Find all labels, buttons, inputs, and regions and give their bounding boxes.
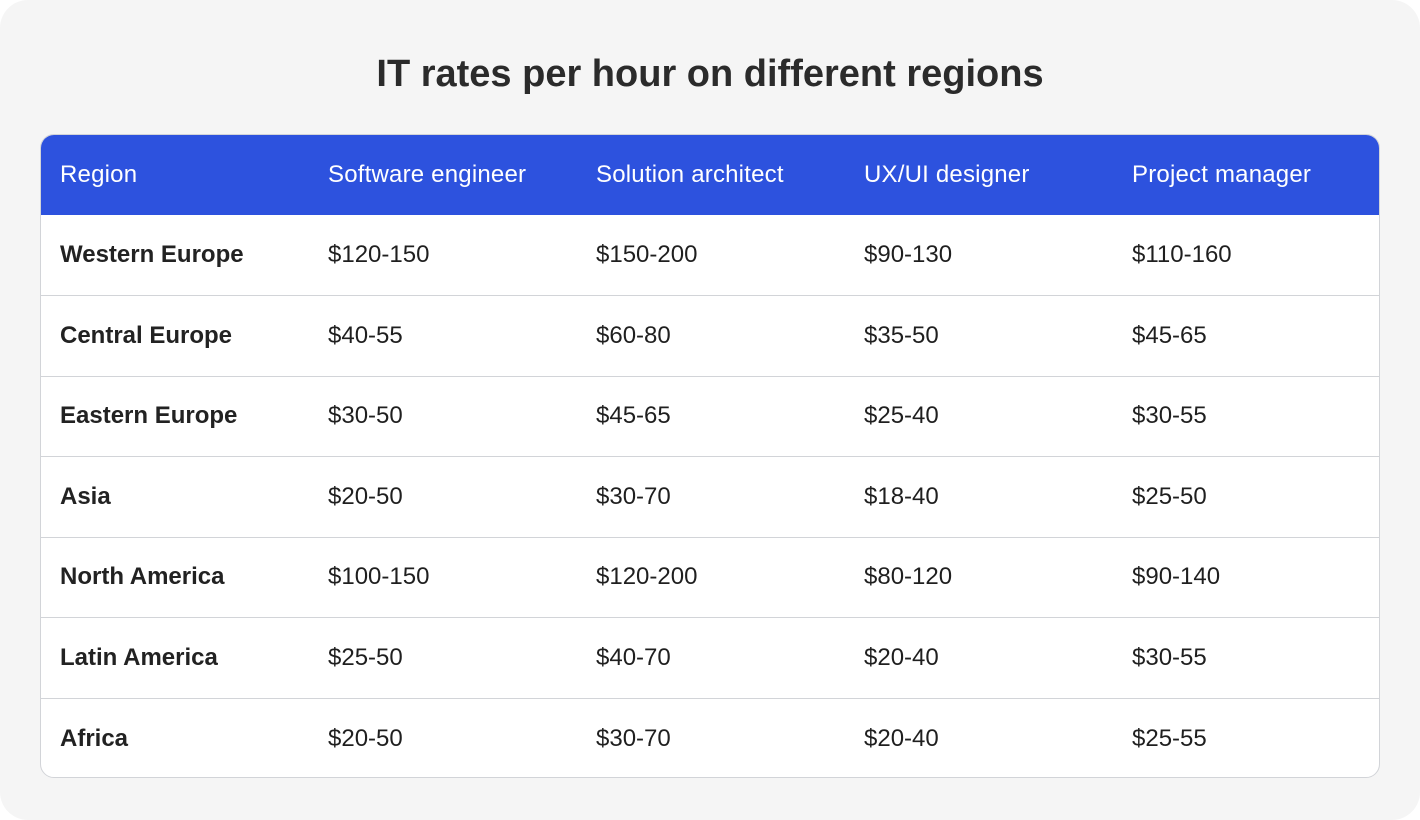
rate-cell: $25-40 [845, 375, 1113, 457]
header-cell-ux-ui-designer: UX/UI designer [864, 161, 1030, 188]
table-row: Central Europe $40-55 $60-80 $35-50 $45-… [41, 295, 1379, 376]
rate-cell: $110-160 [1132, 241, 1232, 268]
header-cell-project-manager: Project manager [1132, 161, 1312, 188]
rate-cell: $150-200 [596, 241, 698, 268]
table-row: Eastern Europe $30-50 $45-65 $25-40 $30-… [41, 375, 1379, 457]
table-row: Latin America $25-50 $40-70 $20-40 $30-5… [41, 617, 1379, 698]
rate-cell: $18-40 [845, 456, 1113, 537]
rate-cell: $20-50 [309, 697, 577, 777]
rate-cell: $40-55 [309, 295, 577, 376]
rate-cell: $20-40 [845, 697, 1113, 777]
table-row: Asia $20-50 $30-70 $18-40 $25-50 [41, 456, 1379, 537]
region-cell: Eastern Europe [41, 375, 309, 457]
rate-cell: $120-150 [328, 241, 430, 268]
rate-cell: $30-70 [577, 456, 845, 537]
region-cell: Africa [41, 697, 309, 777]
rate-cell: $30-70 [577, 697, 845, 777]
table-row: North America $100-150 $120-200 $80-120 … [41, 536, 1379, 618]
rate-cell: $120-200 [577, 536, 845, 618]
rate-cell: $40-70 [577, 617, 845, 698]
rate-cell: $30-55 [1113, 375, 1379, 457]
region-cell: Latin America [41, 617, 309, 698]
region-cell: Western Europe [60, 241, 244, 268]
rate-cell: $60-80 [577, 295, 845, 376]
rate-cell: $25-55 [1113, 697, 1379, 777]
region-cell: Asia [41, 456, 309, 537]
header-cell-solution-architect: Solution architect [596, 161, 784, 188]
rate-cell: $30-55 [1113, 617, 1379, 698]
header-row: Region Software engineer Solution archit… [41, 135, 1379, 215]
rate-cell: $20-40 [845, 617, 1113, 698]
table-header: Region Software engineer Solution archit… [41, 135, 1379, 215]
header-cell-software-engineer: Software engineer [328, 161, 527, 188]
rate-cell: $25-50 [309, 617, 577, 698]
rate-cell: $45-65 [1113, 295, 1379, 376]
rates-table-container: Region Software engineer Solution archit… [40, 134, 1380, 778]
chart-title: IT rates per hour on different regions [376, 53, 1044, 95]
rate-cell: $30-50 [309, 375, 577, 457]
table-row: Western Europe $120-150 $150-200 $90-130… [41, 215, 1379, 296]
region-cell: Central Europe [41, 295, 309, 376]
rate-cell: $35-50 [845, 295, 1113, 376]
rate-cell: $90-140 [1113, 536, 1379, 618]
rate-cell: $90-130 [864, 241, 953, 268]
region-cell: North America [41, 536, 309, 618]
rate-cell: $20-50 [309, 456, 577, 537]
rate-cell: $80-120 [845, 536, 1113, 618]
rate-cell: $25-50 [1113, 456, 1379, 537]
table-row: Africa $20-50 $30-70 $20-40 $25-55 [41, 697, 1379, 777]
rates-table: Region Software engineer Solution archit… [41, 135, 1379, 777]
header-cell-region: Region [60, 161, 138, 188]
rate-cell: $45-65 [577, 375, 845, 457]
table-body: Western Europe $120-150 $150-200 $90-130… [41, 215, 1379, 777]
rate-cell: $100-150 [309, 536, 577, 618]
